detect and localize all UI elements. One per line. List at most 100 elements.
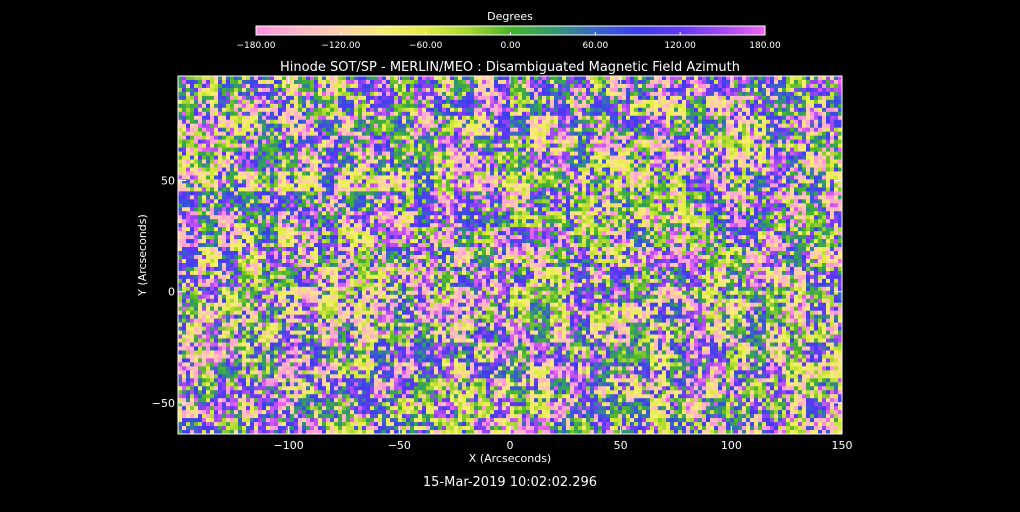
heatmap-cell	[462, 131, 467, 136]
heatmap-cell	[358, 111, 363, 117]
heatmap-cell	[766, 119, 771, 125]
heatmap-cell	[510, 119, 515, 125]
heatmap-cell	[286, 76, 291, 81]
heatmap-cell	[506, 175, 511, 180]
heatmap-cell	[434, 119, 439, 125]
heatmap-cell	[226, 155, 231, 160]
heatmap-cell	[554, 143, 559, 148]
heatmap-cell	[318, 76, 323, 81]
heatmap-cell	[538, 191, 543, 196]
heatmap-cell	[674, 175, 679, 180]
heatmap-cell	[742, 76, 747, 81]
heatmap-cell	[794, 183, 799, 188]
heatmap-cell	[342, 91, 347, 97]
heatmap-cell	[558, 111, 563, 117]
heatmap-cell	[414, 175, 419, 180]
heatmap-cell	[634, 155, 639, 160]
heatmap-cell	[314, 127, 319, 132]
heatmap-cell	[278, 175, 283, 180]
heatmap-cell	[622, 187, 627, 192]
heatmap-cell	[598, 99, 603, 105]
heatmap-cell	[282, 123, 287, 129]
heatmap-cell	[430, 135, 435, 140]
heatmap-cell	[410, 139, 415, 144]
heatmap-cell	[218, 95, 223, 101]
heatmap-cell	[254, 127, 259, 132]
heatmap-cell	[586, 76, 591, 81]
heatmap-cell	[762, 119, 767, 125]
heatmap-cell	[230, 187, 235, 192]
heatmap-cell	[410, 115, 415, 121]
heatmap-cell	[738, 143, 743, 148]
heatmap-cell	[322, 115, 327, 121]
heatmap-cell	[330, 151, 335, 156]
heatmap-cell	[294, 151, 299, 156]
heatmap-cell	[386, 175, 391, 180]
heatmap-cell	[650, 99, 655, 105]
heatmap-cell	[578, 107, 583, 113]
heatmap-cell	[834, 159, 839, 164]
heatmap-cell	[198, 175, 203, 180]
heatmap-cell	[594, 143, 599, 148]
heatmap-cell	[394, 147, 399, 152]
heatmap-cell	[434, 179, 439, 184]
heatmap-cell	[346, 187, 351, 192]
heatmap-cell	[782, 187, 787, 192]
heatmap-cell	[498, 139, 503, 144]
heatmap-cell	[590, 127, 595, 132]
heatmap-cell	[370, 183, 375, 188]
heatmap-cell	[686, 83, 691, 89]
heatmap-cell	[506, 87, 511, 93]
heatmap-cell	[542, 159, 547, 164]
heatmap-cell	[698, 91, 703, 97]
heatmap-cell	[558, 95, 563, 101]
heatmap-cell	[658, 79, 663, 85]
heatmap-cell	[410, 187, 415, 192]
heatmap-cell	[778, 151, 783, 156]
heatmap-cell	[218, 115, 223, 121]
heatmap-cell	[462, 107, 467, 113]
heatmap-cell	[410, 143, 415, 148]
heatmap-cell	[430, 91, 435, 97]
heatmap-cell	[262, 155, 267, 160]
heatmap-cell	[426, 76, 431, 81]
heatmap-cell	[334, 123, 339, 129]
heatmap-cell	[342, 103, 347, 109]
heatmap-cell	[258, 151, 263, 156]
heatmap-cell	[370, 167, 375, 172]
heatmap-cell	[266, 91, 271, 97]
heatmap-cell	[310, 187, 315, 192]
heatmap-cell	[306, 95, 311, 101]
heatmap-cell	[754, 76, 759, 81]
heatmap-cell	[722, 147, 727, 152]
colorbar-tick-label: −60.00	[409, 41, 443, 51]
heatmap-cell	[834, 119, 839, 125]
heatmap-cell	[542, 167, 547, 172]
heatmap-cell	[662, 103, 667, 109]
heatmap-cell	[614, 163, 619, 168]
heatmap-cell	[538, 187, 543, 192]
heatmap-cell	[510, 151, 515, 156]
heatmap-cell	[382, 115, 387, 121]
heatmap-cell	[370, 159, 375, 164]
heatmap-cell	[622, 135, 627, 140]
heatmap-cell	[426, 167, 431, 172]
heatmap-cell	[406, 123, 411, 129]
heatmap-cell	[286, 83, 291, 89]
heatmap-cell	[222, 107, 227, 113]
heatmap-cell	[726, 103, 731, 109]
heatmap-cell	[414, 167, 419, 172]
heatmap-cell	[478, 167, 483, 172]
heatmap-cell	[394, 115, 399, 121]
heatmap-cell	[634, 123, 639, 129]
heatmap-cell	[310, 163, 315, 168]
heatmap-cell	[354, 135, 359, 140]
heatmap-cell	[534, 91, 539, 97]
heatmap-cell	[534, 123, 539, 129]
heatmap-cell	[270, 87, 275, 93]
heatmap-cell	[526, 167, 531, 172]
heatmap-cell	[202, 135, 207, 140]
heatmap-cell	[518, 91, 523, 97]
heatmap-cell	[414, 83, 419, 89]
heatmap-cell	[510, 155, 515, 160]
